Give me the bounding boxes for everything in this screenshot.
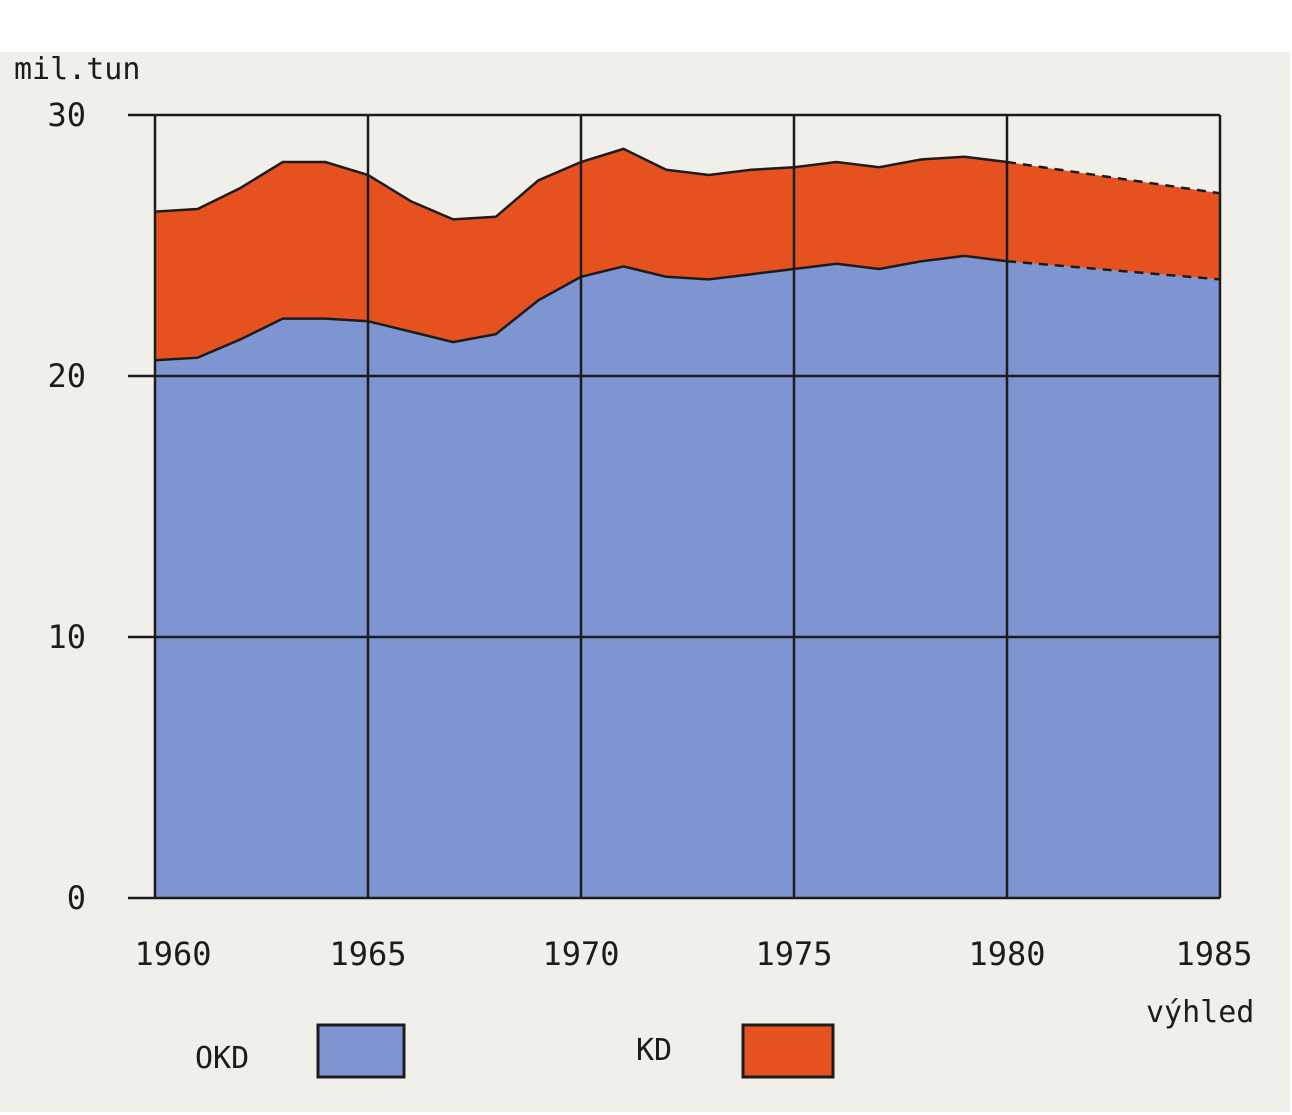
okd-outline xyxy=(154,254,1008,362)
kd-area xyxy=(155,148,1220,361)
x-tick-label: 1960 xyxy=(134,935,211,973)
legend-swatch-okd xyxy=(316,1023,406,1079)
legend: OKD KD xyxy=(195,1023,835,1079)
kd-outline xyxy=(154,147,1008,221)
x-axis: 1960 1965 1970 1975 1980 1985 xyxy=(134,935,1252,973)
x-tick-label: 1975 xyxy=(755,935,832,973)
y-tick-label: 20 xyxy=(47,357,86,395)
y-axis-label: mil.tun xyxy=(14,52,140,87)
x-tick-label: 1970 xyxy=(542,935,619,973)
series-outlines xyxy=(154,147,1221,362)
y-tick-label: 0 xyxy=(67,879,86,917)
y-tick-label: 10 xyxy=(47,618,86,656)
legend-swatch-kd xyxy=(741,1023,835,1079)
y-axis: 0 10 20 30 xyxy=(47,96,86,917)
legend-label-kd: KD xyxy=(636,1033,672,1068)
kd-projection-outline xyxy=(1006,160,1221,195)
legend-label-okd: OKD xyxy=(195,1041,249,1076)
x-tick-label: 1985 xyxy=(1175,935,1252,973)
x-tick-label: 1980 xyxy=(968,935,1045,973)
y-tick-label: 30 xyxy=(47,96,86,134)
x-axis-note: výhled xyxy=(1146,995,1254,1030)
okd-area xyxy=(155,255,1220,898)
x-tick-label: 1965 xyxy=(329,935,406,973)
okd-projection-outline xyxy=(1006,259,1221,281)
chart-grid xyxy=(128,113,1222,900)
